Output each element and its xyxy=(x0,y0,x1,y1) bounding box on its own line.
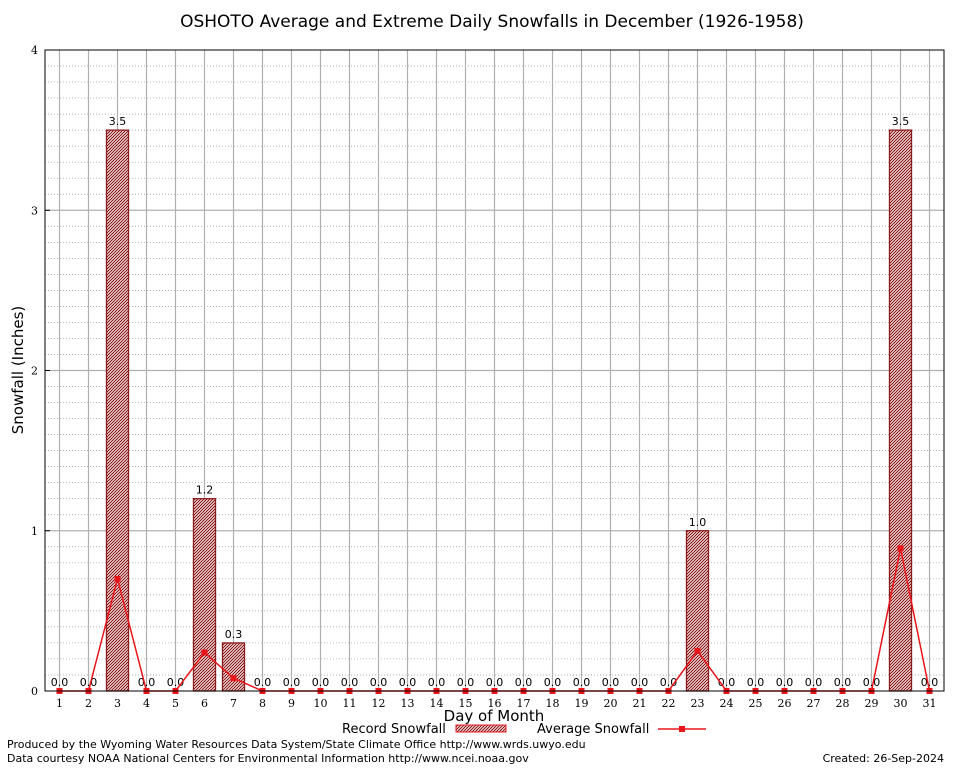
bar-value-label: 0.0 xyxy=(457,676,475,689)
average-marker xyxy=(694,647,701,654)
x-tick-label: 28 xyxy=(836,697,850,710)
average-marker xyxy=(897,545,904,552)
x-tick-label: 6 xyxy=(201,697,208,710)
x-tick-label: 19 xyxy=(575,697,589,710)
bar-value-label: 0.0 xyxy=(776,676,794,689)
bar-value-label: 0.0 xyxy=(631,676,649,689)
x-tick-label: 11 xyxy=(343,697,357,710)
x-tick-label: 10 xyxy=(314,697,328,710)
bar-value-label: 1.0 xyxy=(689,516,707,529)
record-bar xyxy=(221,642,246,692)
bar-value-label: 0.0 xyxy=(138,676,156,689)
y-axis-label: Snowfall (Inches) xyxy=(9,306,27,434)
x-tick-label: 15 xyxy=(459,697,473,710)
y-tick-label: 2 xyxy=(31,365,38,378)
x-tick-label: 2 xyxy=(85,697,92,710)
x-tick-label: 23 xyxy=(691,697,705,710)
x-tick-label: 16 xyxy=(488,697,502,710)
bar-value-label: 0.0 xyxy=(80,676,98,689)
x-tick-label: 8 xyxy=(259,697,266,710)
bar-value-label: 0.3 xyxy=(225,628,243,641)
bar-value-label: 0.0 xyxy=(921,676,939,689)
x-tick-label: 25 xyxy=(749,697,763,710)
x-tick-label: 17 xyxy=(517,697,531,710)
average-marker xyxy=(230,675,237,682)
y-tick-label: 4 xyxy=(31,44,38,57)
x-tick-label: 20 xyxy=(604,697,618,710)
x-tick-label: 13 xyxy=(401,697,415,710)
record-bars xyxy=(105,129,913,692)
x-tick-label: 30 xyxy=(894,697,908,710)
x-tick-label: 5 xyxy=(172,697,179,710)
bar-value-label: 0.0 xyxy=(747,676,765,689)
bar-value-label: 1.2 xyxy=(196,484,214,497)
x-tick-label: 21 xyxy=(633,697,647,710)
average-marker xyxy=(201,649,208,656)
bar-value-label: 0.0 xyxy=(51,676,69,689)
bar-value-label: 0.0 xyxy=(544,676,562,689)
legend-record-label: Record Snowfall xyxy=(342,722,446,737)
x-tick-label: 9 xyxy=(288,697,295,710)
bar-value-label: 3.5 xyxy=(892,115,910,128)
x-tick-label: 14 xyxy=(430,697,444,710)
bar-value-label: 0.0 xyxy=(515,676,533,689)
bar-value-label: 0.0 xyxy=(428,676,446,689)
footer-producer: Produced by the Wyoming Water Resources … xyxy=(7,738,586,751)
bar-value-label: 3.5 xyxy=(109,115,127,128)
legend: Record Snowfall Average Snowfall xyxy=(342,722,706,737)
x-tick-label: 26 xyxy=(778,697,792,710)
bar-value-label: 0.0 xyxy=(341,676,359,689)
bar-value-label: 0.0 xyxy=(805,676,823,689)
x-tick-label: 18 xyxy=(546,697,560,710)
bar-value-label: 0.0 xyxy=(283,676,301,689)
x-tick-label: 1 xyxy=(56,697,63,710)
legend-record-swatch xyxy=(455,724,507,733)
x-tick-label: 7 xyxy=(230,697,237,710)
legend-average-label: Average Snowfall xyxy=(537,722,649,737)
bar-value-label: 0.0 xyxy=(254,676,272,689)
footer-created: Created: 26-Sep-2024 xyxy=(823,752,944,765)
y-tick-label: 1 xyxy=(31,525,38,538)
y-tick-label: 3 xyxy=(31,204,38,217)
x-tick-label: 22 xyxy=(662,697,676,710)
x-tick-labels: 1 2 3 4 5 6 7 8 9 10 11 12 13 14 15 16 17 18 19 20 21 22 23 24 2… xyxy=(56,697,937,710)
average-marker xyxy=(114,575,121,582)
bar-value-label: 0.0 xyxy=(486,676,504,689)
bar-value-labels: 0.0 0.0 3.5 0.0 0.0 1.2 0.3 0.0 0.0 0.0 0.0 0.0 0.0 0… xyxy=(51,115,939,689)
legend-average-marker xyxy=(679,726,685,732)
x-tick-label: 27 xyxy=(807,697,821,710)
bar-value-label: 0.0 xyxy=(573,676,591,689)
x-tick-label: 24 xyxy=(720,697,734,710)
record-bar xyxy=(685,530,710,692)
grid xyxy=(45,50,944,691)
x-tick-label: 29 xyxy=(865,697,879,710)
bar-value-label: 0.0 xyxy=(312,676,330,689)
bar-value-label: 0.0 xyxy=(834,676,852,689)
chart-title: OSHOTO Average and Extreme Daily Snowfal… xyxy=(180,12,804,32)
bar-value-label: 0.0 xyxy=(370,676,388,689)
y-tick-label: 0 xyxy=(31,685,38,698)
x-tick-label: 4 xyxy=(143,697,150,710)
bar-value-label: 0.0 xyxy=(863,676,881,689)
y-tick-labels: 0 1 2 3 4 xyxy=(31,44,50,698)
x-axis-label: Day of Month xyxy=(444,707,545,725)
footer-data-source: Data courtesy NOAA National Centers for … xyxy=(7,752,529,765)
record-bar xyxy=(888,129,913,692)
x-tick-label: 3 xyxy=(114,697,121,710)
bar-value-label: 0.0 xyxy=(399,676,417,689)
bar-value-label: 0.0 xyxy=(602,676,620,689)
x-tick-label: 31 xyxy=(923,697,937,710)
x-tick-label: 12 xyxy=(372,697,386,710)
